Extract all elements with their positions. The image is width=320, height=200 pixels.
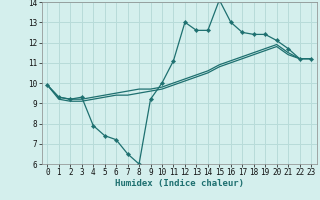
X-axis label: Humidex (Indice chaleur): Humidex (Indice chaleur) — [115, 179, 244, 188]
